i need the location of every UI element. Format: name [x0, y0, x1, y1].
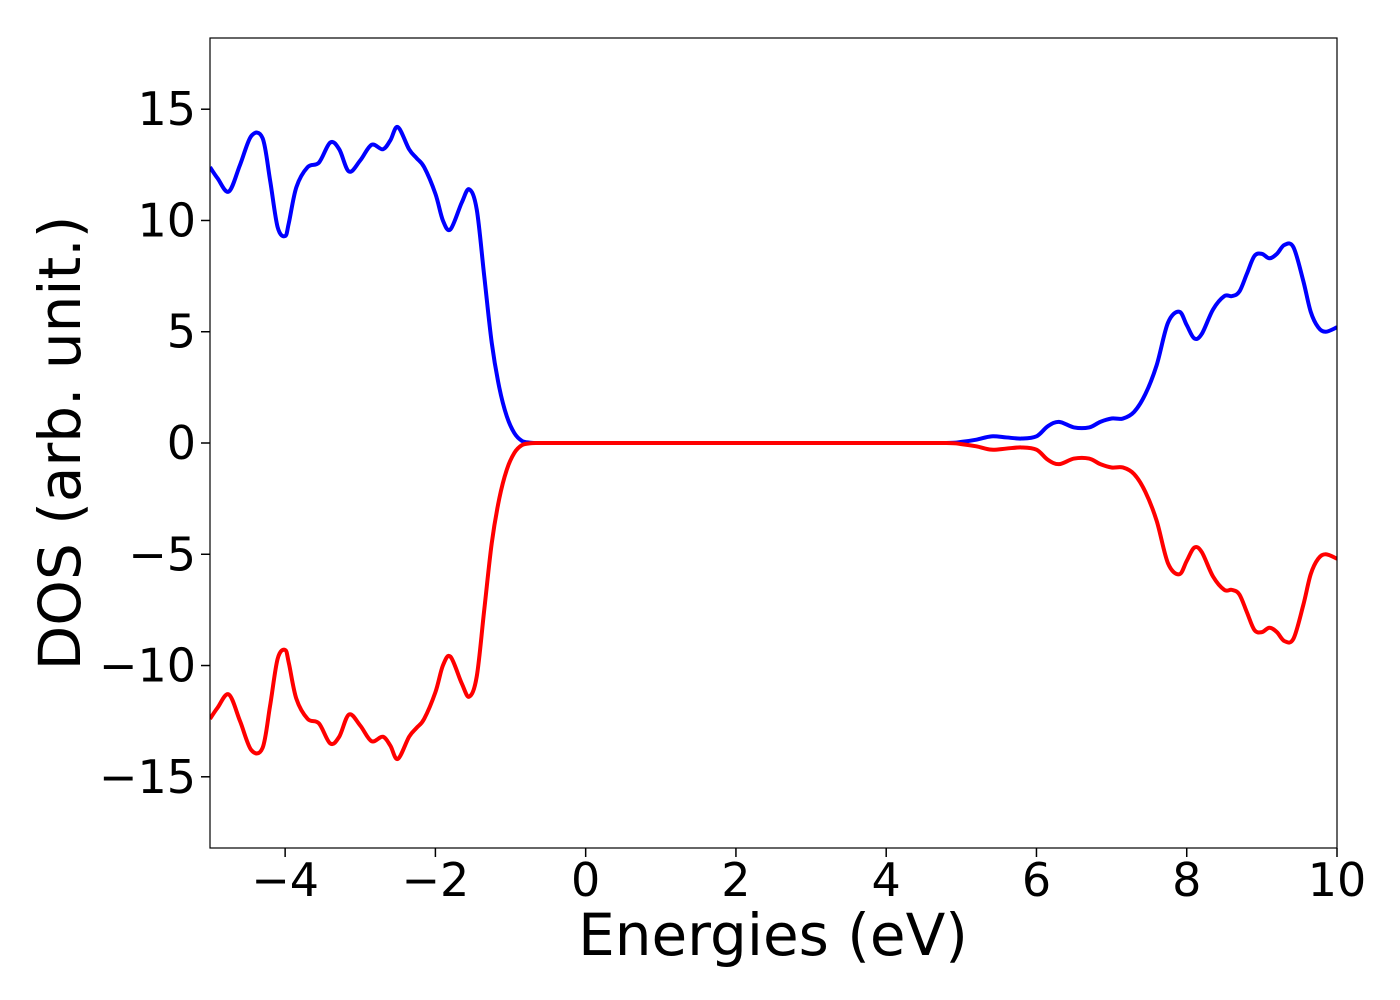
y-tick-label: 15: [137, 82, 196, 136]
y-tick-label: 10: [137, 193, 196, 247]
x-tick-label: 0: [571, 853, 600, 907]
x-tick-label: 10: [1308, 853, 1367, 907]
y-tick-label: −15: [99, 750, 196, 804]
x-tick-label: 8: [1172, 853, 1201, 907]
y-axis-title: DOS (arb. unit.): [26, 216, 94, 671]
x-axis-title: Energies (eV): [578, 901, 968, 969]
series-layer: [210, 125, 1337, 761]
x-tick-label: −2: [401, 853, 469, 907]
x-tick-label: 4: [872, 853, 901, 907]
y-axis: 15 10 5 0 −5 −10 −15: [99, 82, 210, 804]
x-tick-label: 6: [1022, 853, 1051, 907]
x-tick-label: 2: [721, 853, 750, 907]
x-axis: −4 −2 0 2 4 6 8 10: [251, 848, 1366, 907]
y-tick-label: 0: [167, 416, 196, 470]
y-tick-label: −10: [99, 639, 196, 693]
series-line-down: [210, 440, 1337, 761]
y-tick-label: 5: [167, 305, 196, 359]
y-tick-label: −5: [128, 527, 196, 581]
x-tick-label: −4: [251, 853, 319, 907]
